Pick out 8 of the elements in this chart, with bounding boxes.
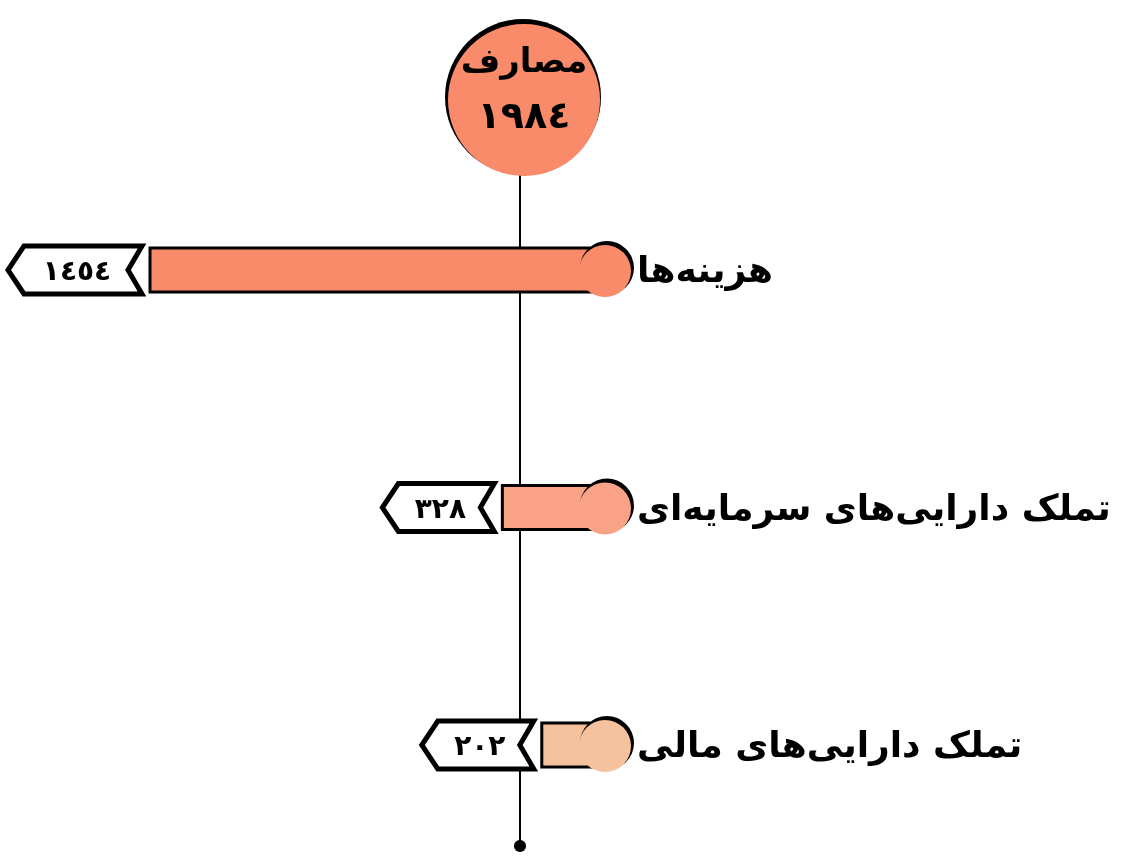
data-label: ٣٢٨ <box>414 491 466 525</box>
data-label: ٢٠٢ <box>454 729 506 762</box>
data-label: ١٤٥٤ <box>42 254 112 287</box>
y-tick-label: تملک دارایی‌های سرمایه‌ای <box>637 486 1111 529</box>
y-tick-label: تملک دارایی‌های مالی <box>637 724 1023 766</box>
chart-subtitle: ١٩٨٤ <box>477 93 571 137</box>
chart-title: مصارف <box>460 40 588 80</box>
y-tick-label: هزینه‌ها <box>637 249 773 291</box>
